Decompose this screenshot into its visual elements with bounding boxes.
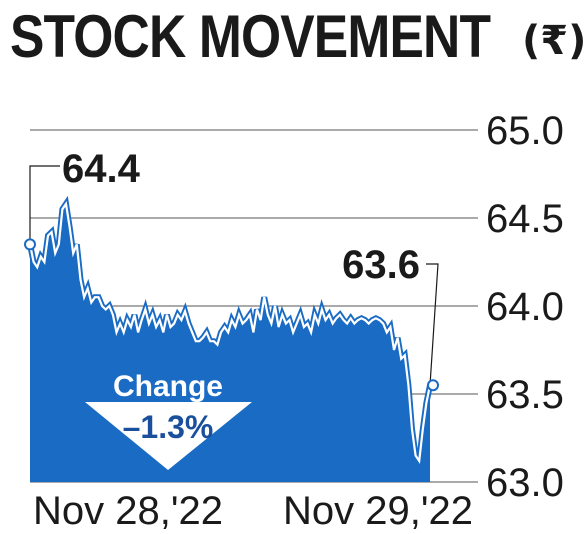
callout-high-label: 64.4 [62, 147, 141, 191]
down-arrow-icon [85, 402, 252, 470]
y-tick-label: 64.0 [486, 285, 564, 329]
end-point-marker [427, 379, 439, 392]
price-line [28, 200, 432, 464]
change-value: –1.3% [123, 409, 214, 445]
callout-leader-high [29, 165, 60, 245]
y-axis-ticks: 65.0 64.5 64.0 63.5 63.0 [486, 109, 564, 505]
price-callouts: 64.4 63.6 [24, 147, 439, 392]
callout-last-label: 63.6 [342, 243, 420, 287]
y-tick-label: 64.5 [486, 197, 564, 241]
change-label: Change [113, 370, 223, 403]
currency-unit: (₹) [522, 18, 584, 64]
y-tick-label: 63.5 [486, 373, 564, 417]
x-tick-label: Nov 28,'22 [33, 489, 223, 533]
x-axis-ticks: Nov 28,'22 Nov 29,'22 [33, 489, 473, 533]
y-tick-label: 63.0 [486, 461, 564, 505]
chart-title: STOCK MOVEMENT [10, 3, 491, 70]
x-tick-label: Nov 29,'22 [283, 489, 473, 533]
start-point-marker [24, 238, 36, 251]
y-tick-label: 65.0 [486, 109, 564, 153]
change-badge: Change –1.3% [85, 370, 252, 470]
callout-leader-last [426, 263, 439, 386]
